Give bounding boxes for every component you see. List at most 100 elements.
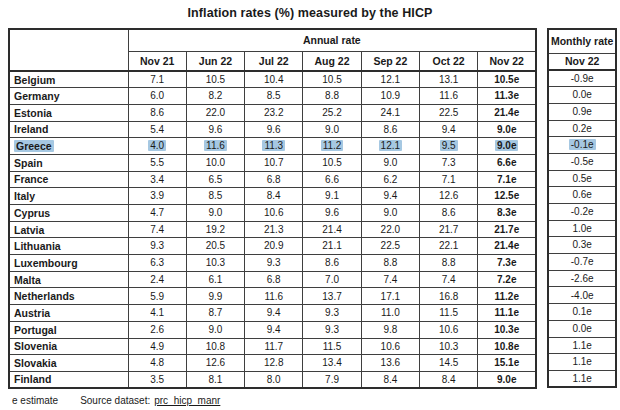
annual-value: 10.6: [381, 341, 400, 352]
annual-value-cell: 22.0: [186, 104, 244, 121]
table-row-greece: Greece4.011.611.311.212.19.59.0e: [9, 138, 536, 155]
annual-value-cell: 13.6: [361, 355, 419, 372]
annual-value-cell: 13.7: [303, 288, 361, 305]
column-header-oct-22: Oct 22: [419, 52, 477, 72]
annual-value-cell: 11.6: [245, 288, 303, 305]
table-row-slovenia: Slovenia4.910.811.711.510.610.310.8e: [9, 338, 536, 355]
annual-value-cell: 9.6: [303, 205, 361, 222]
annual-value-cell: 8.1: [186, 371, 244, 388]
annual-value-cell: 20.5: [186, 238, 244, 255]
annual-value: 21.4e: [494, 107, 519, 118]
annual-value-cell: 22.1: [419, 238, 477, 255]
table-row-austria: Austria4.18.79.49.311.011.511.1e: [9, 305, 536, 322]
table-row-estonia: Estonia8.622.023.225.224.122.521.4e: [9, 104, 536, 121]
annual-value: 13.7: [322, 291, 341, 302]
country-cell: Luxembourg: [9, 255, 128, 272]
monthly-value: 0.0e: [572, 89, 591, 100]
annual-value-cell: 8.6: [419, 205, 477, 222]
annual-value-cell: 9.8: [361, 321, 419, 338]
annual-value-cell: 4.9: [128, 338, 186, 355]
column-header-sep-22: Sep 22: [361, 52, 419, 72]
country-label: Netherlands: [14, 290, 75, 302]
annual-value: 8.8: [442, 257, 456, 268]
annual-value: 4.9: [150, 341, 164, 352]
annual-value-cell: 7.2e: [478, 271, 536, 288]
annual-value-cell: 23.2: [245, 104, 303, 121]
annual-value: 10.0: [206, 157, 225, 168]
monthly-row-lithuania: 0.3e: [548, 237, 616, 254]
annual-value-cell: 7.3: [419, 154, 477, 171]
monthly-row-cyprus: -0.2e: [548, 204, 616, 221]
annual-value-cell: 8.8: [419, 255, 477, 272]
annual-value: 4.8: [150, 357, 164, 368]
annual-value-cell: 21.4: [303, 221, 361, 238]
annual-value-cell: 12.8: [245, 355, 303, 372]
monthly-value: 0.5e: [572, 173, 591, 184]
monthly-row-portugal: 0.0e: [548, 320, 616, 337]
column-header-nov-21: Nov 21: [128, 52, 186, 72]
column-header-jul-22: Jul 22: [245, 52, 303, 72]
annual-value-cell: 7.1e: [478, 171, 536, 188]
annual-value: 6.0: [150, 90, 164, 101]
annual-value-cell: 9.0: [186, 321, 244, 338]
annual-value-cell: 12.5e: [478, 188, 536, 205]
monthly-row-luxembourg: -0.7e: [548, 254, 616, 271]
monthly-row-belgium: -0.9e: [548, 70, 616, 87]
annual-value-cell: 11.1e: [478, 305, 536, 322]
annual-value: 13.4: [322, 357, 341, 368]
monthly-row-italy: 0.6e: [548, 187, 616, 204]
column-header-nov-22: Nov 22: [478, 52, 536, 72]
annual-value: 10.7: [264, 157, 283, 168]
annual-value: 21.4e: [494, 240, 519, 251]
annual-value: 10.6: [439, 324, 458, 335]
annual-value-cell: 17.1: [361, 288, 419, 305]
annual-value-cell: 16.8: [419, 288, 477, 305]
country-label: Belgium: [14, 74, 55, 86]
annual-value-cell: 9.3: [303, 321, 361, 338]
monthly-row-netherlands: -4.0e: [548, 287, 616, 304]
annual-value: 12.6: [206, 357, 225, 368]
monthly-value: 0.1e: [572, 306, 591, 317]
source-dataset-link[interactable]: prc_hicp_manr: [154, 395, 220, 406]
annual-value-cell: 10.6: [361, 338, 419, 355]
country-label: Slovenia: [14, 340, 57, 352]
annual-value: 11.6: [264, 291, 283, 302]
annual-value: 8.6: [383, 124, 397, 135]
annual-value-cell: 10.6: [419, 321, 477, 338]
annual-value: 6.1: [208, 274, 222, 285]
annual-value: 8.8: [325, 90, 339, 101]
annual-value: 7.2e: [497, 274, 516, 285]
monthly-value-cell: 0.1e: [548, 304, 616, 321]
annual-value: 23.2: [264, 107, 283, 118]
country-cell: Malta: [9, 271, 128, 288]
monthly-value-cell: -4.0e: [548, 287, 616, 304]
annual-value-cell: 21.4e: [478, 104, 536, 121]
annual-value-cell: 9.0: [361, 154, 419, 171]
annual-value-cell: 12.6: [186, 355, 244, 372]
annual-value: 4.0: [148, 140, 166, 151]
annual-value-cell: 11.6: [186, 138, 244, 155]
monthly-row-ireland: 0.2e: [548, 120, 616, 137]
annual-value-cell: 5.9: [128, 288, 186, 305]
annual-value: 5.4: [150, 124, 164, 135]
annual-value: 10.8: [206, 341, 225, 352]
monthly-value-cell: -0.9e: [548, 70, 616, 87]
country-label: Austria: [14, 307, 50, 319]
annual-value: 22.0: [381, 224, 400, 235]
table-row-italy: Italy3.98.58.49.19.412.612.5e: [9, 188, 536, 205]
annual-value-cell: 9.1: [303, 188, 361, 205]
monthly-rate-group-header: Monthly rate: [548, 29, 616, 54]
annual-value: 11.3: [262, 140, 285, 151]
monthly-value-cell: -0.7e: [548, 254, 616, 271]
country-cell: Italy: [9, 188, 128, 205]
monthly-value-cell: 0.5e: [548, 170, 616, 187]
monthly-value-cell: 1.1e: [548, 370, 616, 387]
annual-value: 25.2: [322, 107, 341, 118]
annual-value: 21.3: [264, 224, 283, 235]
annual-value: 21.7: [439, 224, 458, 235]
annual-value-cell: 11.3: [245, 138, 303, 155]
annual-value: 7.3e: [497, 257, 516, 268]
annual-value-cell: 8.6: [361, 121, 419, 138]
annual-value: 8.6: [442, 207, 456, 218]
annual-value: 9.5: [440, 140, 458, 151]
